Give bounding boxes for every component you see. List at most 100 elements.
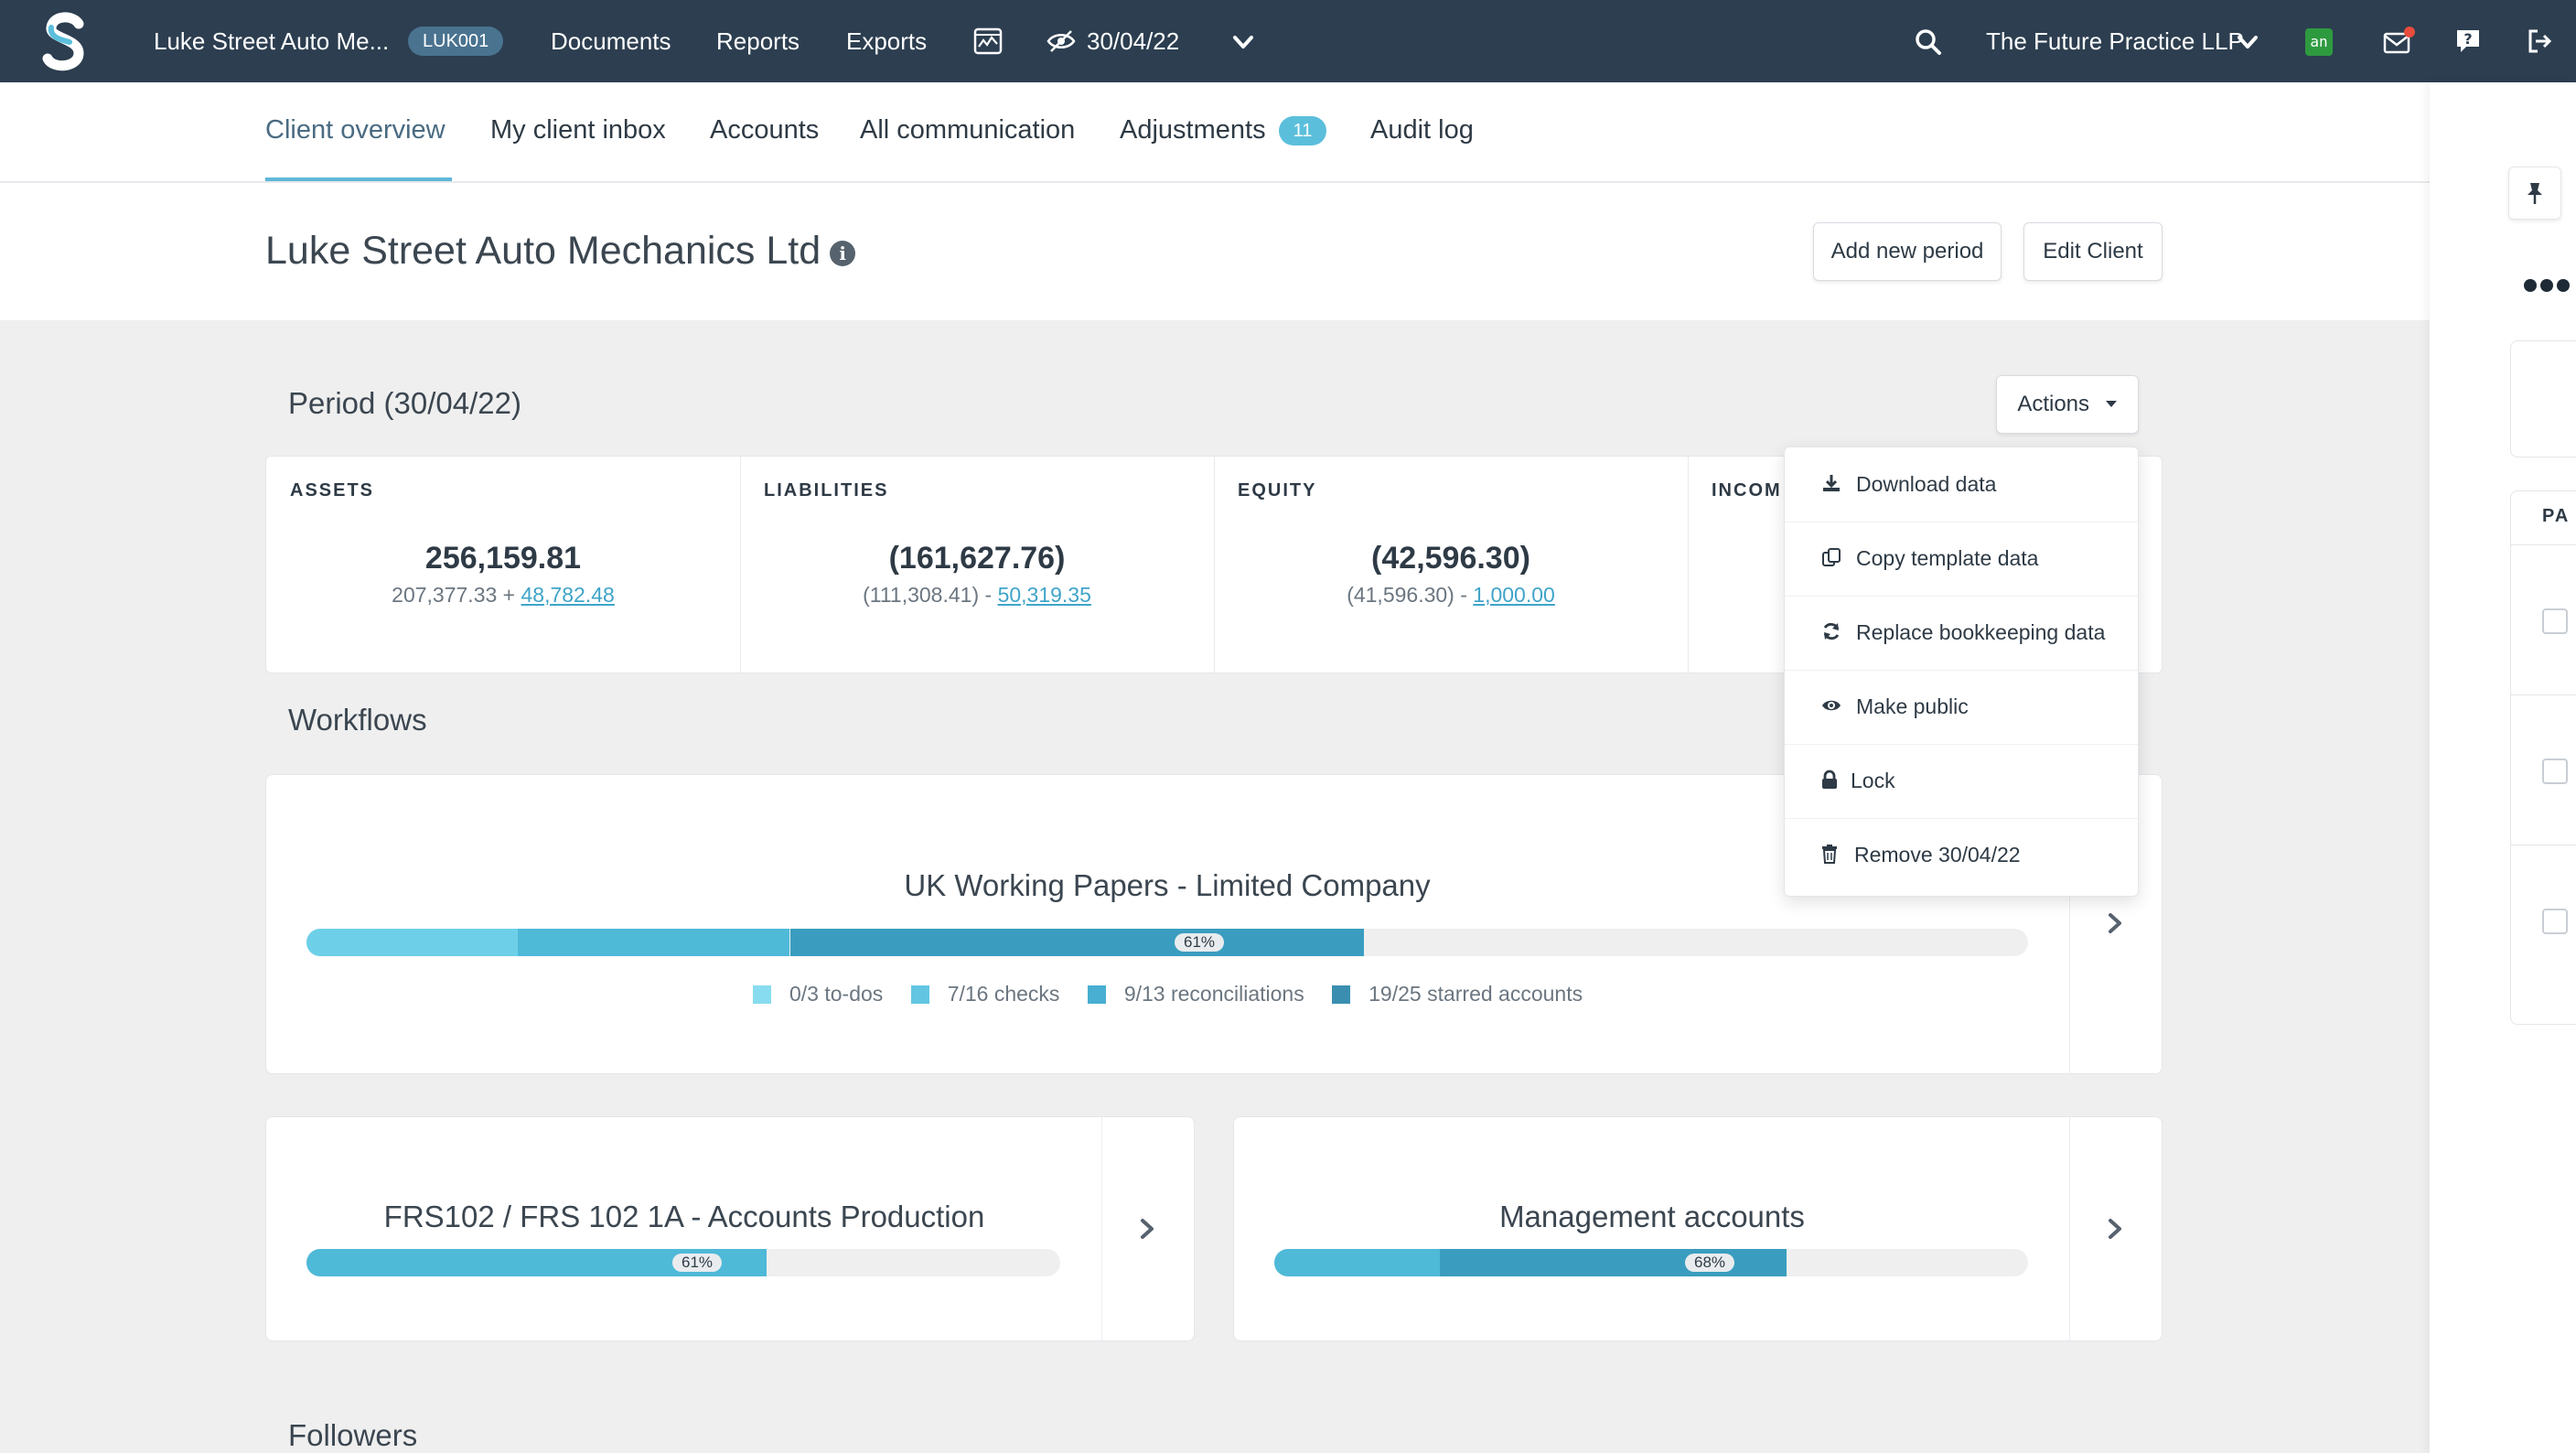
stat-label: ASSETS	[290, 480, 375, 500]
legend-item-starred-accounts: 19/25 starred accounts	[1332, 982, 1583, 1006]
stat-assets: ASSETS 256,159.81 207,377.33 + 48,782.48	[266, 457, 741, 673]
workflow-card-frs102[interactable]: FRS102 / FRS 102 1A - Accounts Productio…	[265, 1116, 1195, 1341]
sign-out-icon[interactable]	[2525, 27, 2554, 56]
side-list-header-label: PA	[2542, 506, 2571, 526]
stat-breakdown-base: (111,308.41) -	[863, 583, 998, 607]
legend-label: 7/16 checks	[947, 982, 1060, 1006]
nav-exports[interactable]: Exports	[846, 27, 928, 55]
tab-audit-log[interactable]: Audit log	[1370, 115, 1474, 145]
tab-all-communication[interactable]: All communication	[860, 115, 1076, 145]
actions-menu: Download data Copy template data Replace…	[1784, 447, 2139, 897]
caret-down-icon	[2105, 401, 2117, 407]
stat-adjustment-link[interactable]: 48,782.48	[521, 583, 615, 607]
chevron-right-icon	[2109, 913, 2121, 933]
progress-percent-label: 68%	[1685, 1254, 1735, 1272]
workflow-legend: 0/3 to-dos 7/16 checks 9/13 reconciliati…	[753, 982, 1605, 1006]
chevron-down-icon[interactable]	[2234, 28, 2261, 56]
chevron-right-icon	[2109, 1219, 2121, 1239]
search-icon[interactable]	[1914, 25, 1943, 58]
trash-icon	[1822, 845, 1837, 864]
progress-segment	[1440, 1249, 1787, 1276]
menu-item-download-data[interactable]: Download data	[1785, 447, 2138, 522]
menu-item-label: Remove 30/04/22	[1854, 843, 2021, 866]
menu-item-label: Make public	[1856, 694, 1969, 718]
app-logo[interactable]	[42, 11, 88, 71]
chevron-right-icon	[1141, 1219, 1154, 1239]
legend-swatch	[753, 985, 771, 1004]
menu-item-replace-bookkeeping-data[interactable]: Replace bookkeeping data	[1785, 596, 2138, 671]
info-icon[interactable]: i	[830, 240, 856, 266]
stat-breakdown: (111,308.41) - 50,319.35	[740, 583, 1214, 608]
tab-adjustments[interactable]: Adjustments 11	[1120, 82, 1327, 181]
legend-label: 19/25 starred accounts	[1368, 982, 1583, 1006]
menu-item-label: Lock	[1851, 769, 1895, 792]
followers-title: Followers	[288, 1418, 418, 1452]
nav-documents[interactable]: Documents	[551, 27, 671, 55]
menu-item-make-public[interactable]: Make public	[1785, 670, 2138, 745]
tab-adjustments-label: Adjustments	[1120, 115, 1266, 145]
legend-item-reconciliations: 9/13 reconciliations	[1087, 982, 1304, 1006]
copy-icon	[1822, 548, 1841, 566]
row-checkbox[interactable]	[2542, 759, 2568, 784]
pin-icon	[2528, 183, 2542, 204]
stat-adjustment-link[interactable]: 1,000.00	[1473, 583, 1555, 607]
workflow-title: FRS102 / FRS 102 1A - Accounts Productio…	[383, 1200, 985, 1233]
client-tabs: Client overview My client inbox Accounts…	[0, 82, 2430, 183]
stat-adjustment-link[interactable]: 50,319.35	[997, 583, 1091, 607]
stat-breakdown-base: (41,596.30) -	[1347, 583, 1474, 607]
menu-item-copy-template-data[interactable]: Copy template data	[1785, 522, 2138, 597]
lock-icon	[1822, 770, 1837, 789]
right-side-panel: PA	[2430, 82, 2576, 1453]
workflow-progress-bar: 61%	[306, 929, 2028, 956]
row-checkbox[interactable]	[2542, 909, 2568, 934]
tab-client-inbox[interactable]: My client inbox	[490, 115, 666, 145]
help-icon[interactable]: ?	[2453, 27, 2483, 56]
progress-segment	[306, 929, 518, 956]
client-switcher[interactable]: Luke Street Auto Me...	[154, 27, 390, 55]
workflow-card-management-accounts[interactable]: Management accounts 68%	[1233, 1116, 2163, 1341]
stat-label: INCOM	[1712, 480, 1782, 500]
more-options-icon[interactable]	[2521, 276, 2576, 295]
side-list-row	[2511, 845, 2576, 995]
addon-app-icon[interactable]: an	[2305, 28, 2333, 56]
menu-item-label: Download data	[1856, 472, 1997, 496]
client-header: Luke Street Auto Mechanics Ltd i Add new …	[0, 183, 2430, 320]
actions-dropdown-button[interactable]: Actions	[1996, 375, 2139, 434]
period-selector[interactable]: 30/04/22	[1087, 27, 1180, 55]
tab-client-overview[interactable]: Client overview	[265, 115, 445, 145]
pin-panel-button[interactable]	[2508, 167, 2561, 220]
edit-client-button[interactable]: Edit Client	[2023, 222, 2163, 281]
nav-reports[interactable]: Reports	[716, 27, 800, 55]
legend-swatch	[1332, 985, 1351, 1004]
legend-label: 0/3 to-dos	[789, 982, 884, 1006]
side-card	[2510, 340, 2576, 457]
practice-switcher[interactable]: The Future Practice LLP	[1986, 27, 2244, 55]
menu-item-lock[interactable]: Lock	[1785, 744, 2138, 819]
side-list-card: PA	[2510, 490, 2576, 1025]
period-visibility-icon	[1046, 30, 1076, 52]
tab-accounts[interactable]: Accounts	[710, 115, 820, 145]
legend-swatch	[910, 985, 929, 1004]
period-title: Period (30/04/22)	[288, 386, 521, 420]
menu-item-label: Replace bookkeeping data	[1856, 620, 2106, 644]
refresh-icon	[1823, 622, 1840, 640]
open-workflow-button[interactable]	[2069, 775, 2162, 1073]
progress-percent-label: 61%	[1175, 933, 1225, 952]
stat-value: (161,627.76)	[888, 541, 1066, 576]
stat-label: LIABILITIES	[764, 480, 889, 500]
side-list-header: PA	[2511, 491, 2576, 545]
activity-chart-icon[interactable]	[971, 25, 1004, 58]
menu-item-remove-period[interactable]: Remove 30/04/22	[1785, 818, 2138, 892]
side-list-row	[2511, 694, 2576, 845]
open-workflow-button[interactable]	[1101, 1117, 1194, 1340]
chevron-down-icon[interactable]	[1229, 28, 1257, 56]
add-new-period-button[interactable]: Add new period	[1813, 222, 2002, 281]
inbox-mail-icon[interactable]	[2382, 26, 2417, 59]
workflow-title: UK Working Papers - Limited Company	[904, 868, 1431, 902]
client-code-badge: LUK001	[408, 27, 504, 56]
open-workflow-button[interactable]	[2069, 1117, 2162, 1340]
side-list-row	[2511, 544, 2576, 695]
svg-text:?: ?	[2463, 30, 2472, 48]
stat-liabilities: LIABILITIES (161,627.76) (111,308.41) - …	[740, 457, 1215, 673]
row-checkbox[interactable]	[2542, 608, 2568, 634]
